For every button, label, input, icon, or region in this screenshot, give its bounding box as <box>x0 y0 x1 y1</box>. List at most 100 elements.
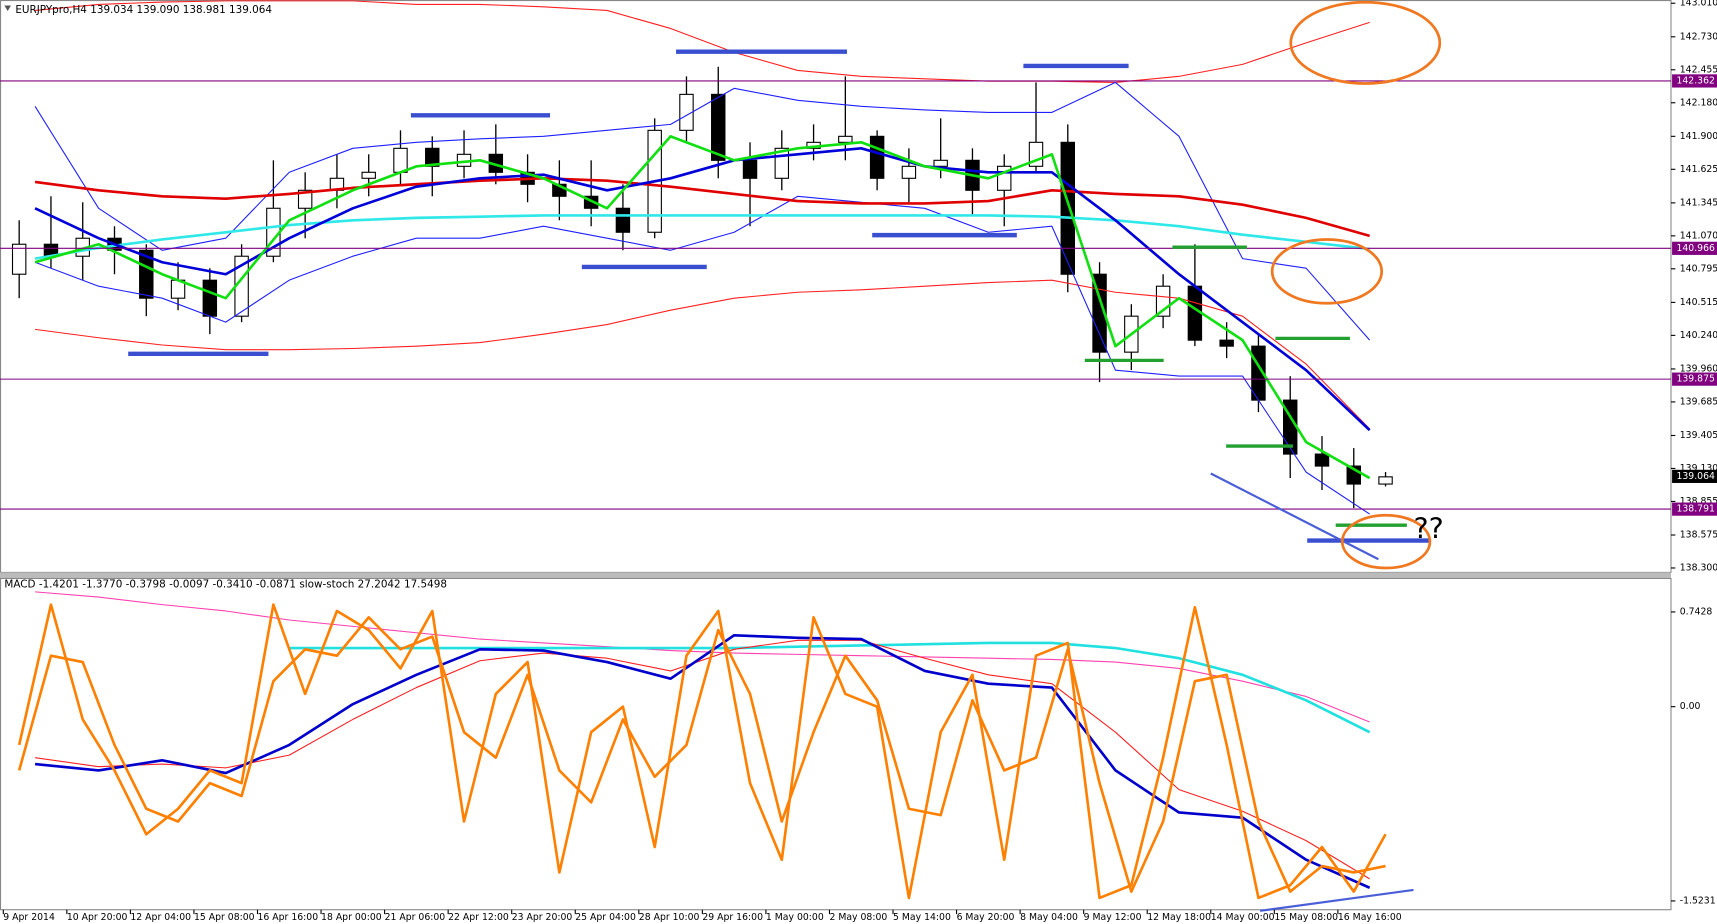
candle-body <box>711 93 726 161</box>
macd-title: MACD -1.4201 -1.3770 -0.3798 -0.0097 -0.… <box>4 578 447 590</box>
indicator-line <box>34 639 1370 880</box>
y-tick-label: 0.7428 <box>1680 606 1713 617</box>
y-tick-label: 142.180 <box>1680 97 1717 108</box>
indicator-line <box>34 147 1371 432</box>
candle-body <box>1060 141 1076 275</box>
x-tick-label: 5 May 14:00 <box>893 912 951 923</box>
candle-body <box>1219 339 1234 347</box>
y-tick-label: 141.625 <box>1680 164 1717 175</box>
circles <box>1270 0 1442 570</box>
level-tag <box>1672 74 1717 88</box>
chart-title: EURJPYpro,H4 139.034 139.090 138.981 139… <box>15 4 272 16</box>
x-tick-label: 1 May 00:00 <box>766 912 824 923</box>
annotations <box>128 0 1442 912</box>
candle-body <box>901 165 917 179</box>
highlight-circle <box>1340 513 1432 570</box>
x-tick-label: 9 May 12:00 <box>1084 912 1142 923</box>
macd-frame <box>0 577 1672 911</box>
level-label: 138.791 <box>1676 504 1715 515</box>
candle-body <box>583 195 599 209</box>
candle-body <box>615 207 631 233</box>
level-label: 139.875 <box>1676 374 1715 385</box>
resistance-marks <box>128 49 1432 543</box>
indicator-line <box>289 641 1371 734</box>
indicator-line <box>34 279 1371 430</box>
indicator-line <box>34 195 1370 515</box>
x-tick-label: 28 Apr 10:00 <box>639 912 700 923</box>
x-tick-label: 29 Apr 16:00 <box>702 912 763 923</box>
indicator-line <box>35 591 1370 723</box>
candle-body <box>1314 453 1330 467</box>
indicator-line <box>17 603 1387 900</box>
macd-trend-line <box>1259 888 1414 912</box>
indicator-line <box>35 0 1370 83</box>
candle-body <box>869 135 885 179</box>
level-tag <box>1672 372 1717 386</box>
y-tick-label: 141.345 <box>1680 197 1717 208</box>
y-tick-label: 139.685 <box>1680 396 1717 407</box>
x-tick-label: 10 Apr 20:00 <box>67 912 128 923</box>
candle-body <box>1092 273 1107 353</box>
x-tick-label: 12 May 18:00 <box>1147 912 1211 923</box>
y-tick-label: 141.900 <box>1680 131 1717 142</box>
candle-body <box>361 171 376 179</box>
candle-body <box>933 159 948 167</box>
level-tag <box>1672 241 1717 255</box>
y-tick-label: 138.855 <box>1680 496 1717 507</box>
y-tick-label: 139.960 <box>1680 363 1717 374</box>
candle-body <box>838 135 853 143</box>
y-tick-label: 141.070 <box>1680 230 1717 241</box>
trend-line <box>1210 472 1379 561</box>
y-tick-label: 138.575 <box>1680 530 1717 541</box>
level-label: 142.362 <box>1676 75 1714 86</box>
annotation: ?? <box>1413 513 1443 546</box>
x-tick-label: 21 Apr 06:00 <box>385 912 446 923</box>
green-marks <box>1084 245 1407 527</box>
x-tick-label: 14 May 00:00 <box>1211 912 1275 923</box>
candle-body <box>11 243 27 275</box>
y-tick-label: 139.405 <box>1680 430 1717 441</box>
candle-body <box>425 147 440 167</box>
last-price-label: 139.064 <box>1676 471 1715 482</box>
x-tick-label: 15 May 08:00 <box>1274 912 1338 923</box>
indicator-line <box>34 81 1371 341</box>
candle-body <box>679 93 694 131</box>
y-tick-label: 139.130 <box>1680 463 1717 474</box>
highlight-circle <box>1270 238 1384 305</box>
y-tick-label: 142.455 <box>1680 64 1717 75</box>
x-tick-label: 25 Apr 04:00 <box>575 912 636 923</box>
symbol-icon <box>4 5 11 11</box>
indicator-line <box>34 135 1371 480</box>
y-tick-label: -1.5231 <box>1680 895 1716 906</box>
level-tag <box>1672 502 1717 516</box>
x-tick-label: 2 May 08:00 <box>829 912 887 923</box>
last-price-tag <box>1672 469 1717 483</box>
highlight-circle <box>1289 0 1442 85</box>
x-tick-label: 15 Apr 08:00 <box>194 912 255 923</box>
candle-body <box>1378 476 1393 485</box>
candle-body <box>393 147 408 173</box>
indicator-line <box>17 616 1386 893</box>
x-tick-label: 12 Apr 04:00 <box>130 912 191 923</box>
x-tick-label: 22 Apr 12:00 <box>448 912 509 923</box>
candle-body <box>139 249 154 299</box>
x-tick-label: 6 May 20:00 <box>957 912 1015 923</box>
x-tick-label: 23 Apr 20:00 <box>512 912 573 923</box>
indicator-line <box>34 176 1371 238</box>
y-tick-label: 140.240 <box>1680 330 1717 341</box>
indicator-line <box>34 633 1371 889</box>
x-tick-label: 9 Apr 2014 <box>3 912 55 923</box>
candle-body <box>297 189 313 209</box>
x-tick-label: 18 Apr 00:00 <box>321 912 382 923</box>
x-tick-label: 16 Apr 16:00 <box>257 912 318 923</box>
y-tick-label: 140.515 <box>1680 297 1717 308</box>
y-tick-label: 0.00 <box>1680 701 1701 712</box>
panel-separator <box>0 572 1671 578</box>
y-tick-label: 143.010 <box>1680 0 1717 9</box>
x-tick-label: 16 May 16:00 <box>1338 912 1402 923</box>
level-label: 140.966 <box>1676 243 1715 254</box>
x-tick-label: 8 May 04:00 <box>1020 912 1078 923</box>
